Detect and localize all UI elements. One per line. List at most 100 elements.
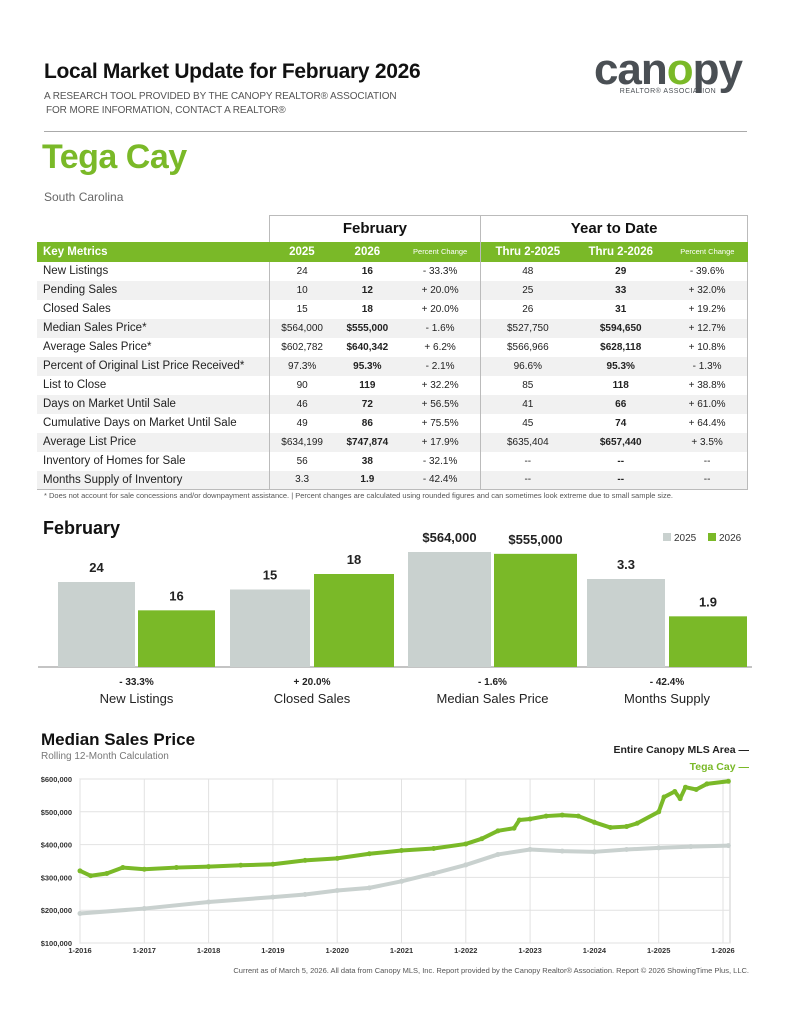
bar-2025 [58,582,135,667]
data-point [270,894,276,900]
bar-value-label: 3.3 [617,557,635,572]
legend-canopy: Entire Canopy MLS Area — [613,744,749,756]
bar-2026 [138,610,215,667]
data-point [431,870,437,876]
table-row: List to Close 90 119 + 32.2% 85 118 + 38.8% [37,375,749,395]
data-point [77,910,83,916]
metric-value: - 33.3% [399,261,482,281]
bar-2025 [230,589,310,667]
metric-value: -- [617,474,625,486]
bar-2026 [669,616,747,667]
bar-2026 [314,574,394,667]
divider [44,131,747,132]
table-row: Inventory of Homes for Sale 56 38 - 32.1% --… [37,451,749,471]
table-row: Cumulative Days on Market Until Sale 49 86… [37,413,749,433]
metric-value: 56 [296,455,308,467]
metric-value: $527,750 [506,322,549,334]
x-tick-label: 1-2018 [197,946,220,955]
metric-value: 25 [522,284,534,296]
data-point [270,861,276,867]
metric-value: 95.3% [606,360,635,372]
bar-2026 [494,553,577,667]
data-point [725,843,731,849]
data-point [334,888,340,894]
source-note: Current as of March 5, 2026. All data fr… [233,966,749,975]
metric-value: + 20.0% [399,280,482,300]
table-row: Average List Price $634,199 $747,874 + 17.9… [37,432,749,452]
area-name: Tega Cay [42,138,187,176]
bar-category-label: Months Supply [624,691,710,706]
data-point [479,836,485,842]
state-name: South Carolina [44,190,124,204]
metric-value: 1.9 [360,474,375,486]
bar-change-label: + 20.0% [294,677,331,688]
metric-value: 3.3 [295,474,310,486]
metric-value: $602,782 [281,341,323,353]
logo-word: canopy [593,45,743,94]
metric-value: + 20.0% [399,299,482,319]
metric-value: + 38.8% [667,375,749,395]
bar-value-label: $564,000 [422,530,476,545]
bar-category-label: New Listings [100,691,174,706]
x-tick-label: 1-2025 [647,946,670,955]
data-point [677,796,683,802]
data-point [302,891,308,897]
page-title: Local Market Update for February 2026 [44,60,421,83]
legend-label: Tega Cay [689,761,736,773]
metric-value: + 6.2% [399,337,482,357]
line-chart-title: Median Sales Price [41,730,196,749]
table-row: Months Supply of Inventory 3.3 1.9 - 42.4% -… [37,470,749,490]
data-point [656,809,662,815]
metric-value: 49 [296,417,308,429]
metric-label: Months Supply of Inventory [37,470,270,490]
x-tick-label: 1-2023 [518,946,541,955]
data-point [688,844,694,850]
metric-value: + 32.2% [399,375,482,395]
metric-value: $555,000 [346,322,389,334]
legend-label: Entire Canopy MLS Area [613,744,736,756]
column-header: Thru 2-2025 [480,241,575,262]
x-tick-label: 1-2017 [133,946,156,955]
data-point [463,841,469,847]
subtitle-line2: FOR MORE INFORMATION, CONTACT A REALTOR® [46,105,286,116]
line-series-tega-cay [79,779,729,878]
metric-value: 86 [361,417,373,429]
metric-value: 12 [361,284,373,296]
x-tick-label: 1-2020 [326,946,349,955]
data-point [704,781,710,787]
data-point [591,849,597,855]
metric-value: -- [667,451,749,471]
data-point [693,786,699,792]
metric-value: 31 [615,303,627,315]
column-header: Percent Change [399,241,481,262]
bar-value-label: 16 [169,588,183,603]
data-point [661,794,667,800]
table-row: Closed Sales 15 18 + 20.0% 26 31 + 19.2% [37,299,749,319]
metric-value: 15 [296,303,308,315]
metric-value: $657,440 [599,436,642,448]
metric-value: - 39.6% [667,261,749,281]
data-point [624,847,630,853]
metric-label: Median Sales Price* [37,318,270,338]
data-point [334,855,340,861]
data-point [607,825,613,831]
metric-value: 18 [361,303,373,315]
legend-label: 2026 [719,533,742,544]
data-point [634,820,640,826]
data-point [543,813,549,819]
legend-label: 2025 [674,533,697,544]
data-point [591,819,597,825]
metric-value: + 64.4% [667,413,749,433]
metric-value: - 1.3% [667,356,749,376]
metric-value: $747,874 [346,436,389,448]
data-point [527,847,533,853]
subtitle-line1: A RESEARCH TOOL PROVIDED BY THE CANOPY R… [44,91,397,102]
metric-label: List to Close [37,375,270,395]
metric-label: Average Sales Price* [37,337,270,357]
data-point [399,848,404,854]
metric-value: 119 [359,379,376,391]
column-header: 2026 [334,241,400,262]
bar-category-label: Closed Sales [274,691,351,706]
table-row: Days on Market Until Sale 46 72 + 56.5% 41 66… [37,394,749,414]
column-header: Key Metrics [37,241,269,262]
